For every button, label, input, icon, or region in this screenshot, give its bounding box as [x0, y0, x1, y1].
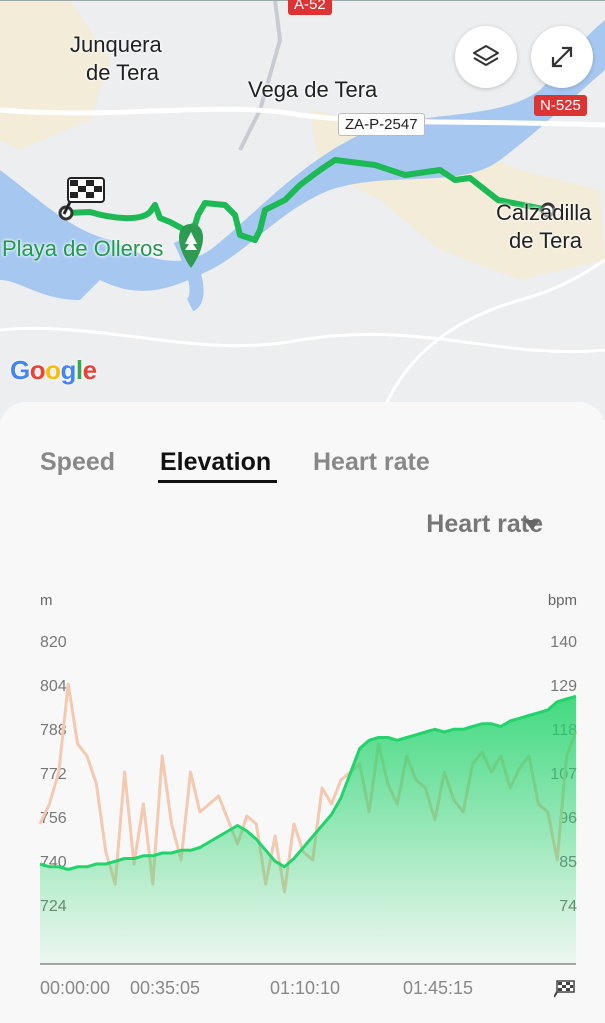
place-junquera: Junquera [70, 32, 162, 57]
x-tick: 01:10:10 [270, 978, 341, 998]
x-tick: 00:35:05 [130, 978, 201, 998]
active-tab-indicator [158, 480, 277, 483]
tab-elevation[interactable]: Elevation [160, 448, 272, 476]
elevation-series-line [39, 694, 577, 871]
place-calzadilla: Calzadilla [496, 200, 592, 225]
stats-panel: Speed Elevation Heart rate Heart rate m … [0, 402, 605, 1023]
left-tick: 788 [40, 722, 67, 739]
place-vega-de-tera: Vega de Tera [248, 77, 378, 102]
place-playa-de-olleros: Playa de Olleros [2, 236, 164, 261]
x-tick: 01:45:15 [403, 978, 474, 998]
right-axis-unit: bpm [547, 592, 577, 609]
x-tick: 00:00:00 [40, 978, 111, 998]
expand-icon [551, 46, 573, 68]
elevation-chart[interactable] [0, 402, 605, 1023]
route-line [65, 157, 549, 243]
finish-flag-icon [62, 177, 105, 215]
road-n525: N-525 [534, 95, 587, 116]
left-tick: 820 [40, 634, 67, 651]
layers-button[interactable] [455, 26, 517, 88]
checkered-flag-icon [554, 980, 575, 998]
road-a52: A-52 [288, 0, 332, 15]
road-zap2547: ZA-P-2547 [338, 113, 425, 136]
chevron-down-icon[interactable] [524, 520, 540, 530]
route-map[interactable]: Junquera de Tera Vega de Tera Calzadilla… [0, 0, 605, 420]
elevation-series-area [40, 696, 576, 964]
place-junquera-de-tera: de Tera [86, 60, 159, 85]
expand-button[interactable] [531, 26, 593, 88]
right-tick: 129 [550, 678, 577, 695]
tab-speed[interactable]: Speed [40, 448, 116, 476]
tab-heart-rate[interactable]: Heart rate [313, 448, 430, 476]
left-tick: 804 [40, 678, 67, 695]
layers-icon [473, 45, 499, 66]
place-calzadilla-de-tera: de Tera [509, 228, 582, 253]
right-tick: 140 [550, 634, 577, 651]
google-logo: Google [10, 355, 97, 385]
left-tick: 756 [40, 810, 67, 827]
overlay-selector[interactable]: Heart rate [426, 510, 543, 538]
park-pin-icon [179, 224, 203, 268]
left-axis-unit: m [40, 592, 53, 609]
end-marker [540, 202, 556, 218]
